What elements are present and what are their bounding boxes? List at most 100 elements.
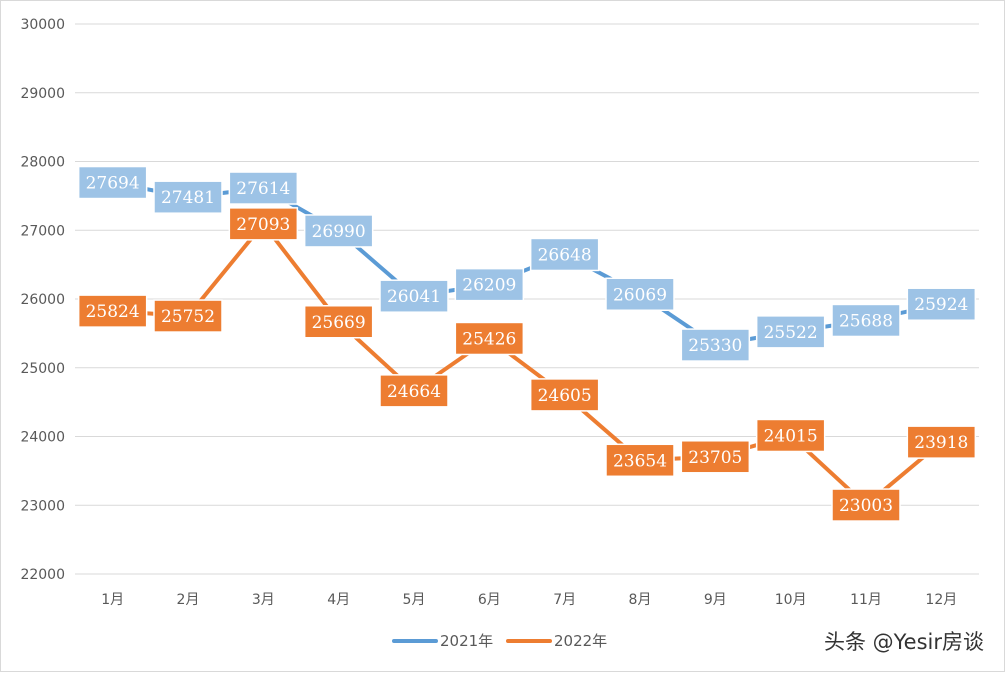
data-label-box bbox=[906, 425, 977, 459]
x-tick-label: 7月 bbox=[553, 592, 576, 608]
x-tick-label: 6月 bbox=[478, 592, 501, 608]
y-tick-label: 30000 bbox=[20, 17, 65, 33]
data-label-box bbox=[379, 279, 449, 313]
x-tick-label: 10月 bbox=[775, 592, 807, 608]
y-axis: 22000 23000 24000 25000 26000 27000 28000 29000… bbox=[20, 17, 65, 583]
data-label-box bbox=[228, 171, 299, 205]
data-label-value: 23705 bbox=[688, 448, 742, 468]
x-tick-label: 1月 bbox=[101, 592, 124, 608]
x-tick-label: 11月 bbox=[850, 592, 882, 608]
data-label-box bbox=[303, 305, 374, 339]
y-tick-label: 23000 bbox=[20, 498, 65, 514]
data-label-value: 25824 bbox=[86, 302, 140, 322]
data-label-series-2: 27093 bbox=[228, 207, 299, 241]
data-label-box bbox=[303, 214, 374, 248]
x-tick-label: 5月 bbox=[403, 592, 426, 608]
data-label-box bbox=[379, 374, 449, 408]
data-label-box bbox=[680, 328, 751, 362]
data-label-value: 23003 bbox=[839, 496, 893, 516]
data-label-box bbox=[605, 277, 675, 312]
y-tick-label: 29000 bbox=[20, 86, 65, 102]
data-label-box bbox=[529, 237, 600, 272]
y-tick-label: 24000 bbox=[20, 430, 65, 446]
data-label-series-1: 25924 bbox=[906, 287, 977, 321]
data-label-value: 25669 bbox=[312, 313, 366, 333]
data-label-box bbox=[77, 294, 148, 328]
grid-lines bbox=[75, 23, 979, 575]
data-label-value: 26041 bbox=[387, 287, 441, 307]
data-label-series-2: 23918 bbox=[906, 425, 977, 459]
data-label-series-1: 26990 bbox=[303, 214, 374, 248]
data-label-value: 27614 bbox=[236, 179, 290, 199]
data-label-series-2: 23705 bbox=[680, 440, 751, 474]
data-label-series-2: 24664 bbox=[379, 374, 449, 408]
data-label-value: 26069 bbox=[613, 285, 667, 305]
data-label-box bbox=[680, 440, 751, 474]
x-tick-label: 12月 bbox=[925, 592, 957, 608]
data-labels: 27694 27481 27614 26990 26041 26209 26648 26069… bbox=[77, 165, 977, 522]
data-label-box bbox=[153, 299, 223, 333]
y-tick-label: 26000 bbox=[20, 292, 65, 308]
data-label-series-1: 27481 bbox=[153, 180, 223, 214]
data-label-value: 26990 bbox=[312, 222, 366, 242]
y-tick-label: 28000 bbox=[20, 155, 65, 171]
data-label-value: 25426 bbox=[462, 329, 516, 349]
data-label-value: 27694 bbox=[86, 174, 140, 194]
y-tick-label: 25000 bbox=[20, 361, 65, 377]
data-label-series-2: 25669 bbox=[303, 305, 374, 339]
data-label-value: 26209 bbox=[462, 276, 516, 296]
data-label-series-1: 26069 bbox=[605, 277, 675, 312]
data-label-value: 25752 bbox=[161, 307, 215, 327]
data-label-box bbox=[906, 287, 977, 321]
data-label-box bbox=[529, 378, 600, 412]
legend-item-1: 2021年 bbox=[392, 632, 493, 650]
data-label-series-1: 26209 bbox=[454, 267, 525, 302]
data-label-series-2: 25752 bbox=[153, 299, 223, 333]
data-label-value: 25924 bbox=[914, 295, 968, 315]
data-label-value: 26648 bbox=[538, 245, 592, 265]
data-label-series-2: 23654 bbox=[605, 443, 675, 478]
legend-item-2: 2022年 bbox=[506, 632, 607, 650]
data-label-value: 24015 bbox=[764, 426, 818, 446]
data-label-series-2: 25426 bbox=[454, 321, 525, 356]
data-label-series-1: 25330 bbox=[680, 328, 751, 362]
data-label-value: 27481 bbox=[161, 188, 215, 208]
x-axis: 1月 2月 3月 4月 5月 6月 7月 8月 9月 10月 11月 12月 bbox=[101, 592, 957, 608]
data-label-box bbox=[228, 207, 299, 241]
x-tick-label: 2月 bbox=[177, 592, 200, 608]
data-label-box bbox=[605, 443, 675, 478]
y-tick-label: 27000 bbox=[20, 223, 65, 239]
x-tick-label: 9月 bbox=[704, 592, 727, 608]
x-tick-label: 4月 bbox=[327, 592, 350, 608]
data-label-series-1: 26648 bbox=[529, 237, 600, 272]
data-label-value: 25688 bbox=[839, 311, 893, 331]
data-label-box bbox=[454, 321, 525, 356]
data-label-value: 23654 bbox=[613, 451, 667, 471]
x-tick-label: 3月 bbox=[252, 592, 275, 608]
watermark-text: 头条 @Yesir房谈 bbox=[824, 630, 984, 654]
data-label-series-1: 25522 bbox=[755, 315, 826, 349]
series-line-2 bbox=[110, 221, 944, 508]
data-label-series-2: 24015 bbox=[755, 418, 826, 453]
legend-label: 2022年 bbox=[554, 632, 607, 650]
data-label-value: 25330 bbox=[688, 336, 742, 356]
data-label-series-1: 26041 bbox=[379, 279, 449, 313]
data-label-box bbox=[755, 315, 826, 349]
data-label-value: 24664 bbox=[387, 382, 441, 402]
data-label-series-1: 27614 bbox=[228, 171, 299, 205]
data-label-box bbox=[77, 165, 148, 200]
legend-label: 2021年 bbox=[440, 632, 493, 650]
data-label-series-1: 27694 bbox=[77, 165, 148, 200]
data-label-value: 27093 bbox=[236, 215, 290, 235]
data-label-value: 24605 bbox=[538, 386, 592, 406]
data-label-box bbox=[831, 488, 901, 522]
data-label-series-1: 25688 bbox=[831, 303, 901, 338]
y-tick-label: 22000 bbox=[20, 567, 65, 583]
data-label-value: 23918 bbox=[914, 433, 968, 453]
data-label-value: 25522 bbox=[764, 323, 818, 343]
data-label-series-2: 24605 bbox=[529, 378, 600, 412]
legend: 2021年 2022年 bbox=[392, 632, 607, 650]
data-label-box bbox=[831, 303, 901, 338]
